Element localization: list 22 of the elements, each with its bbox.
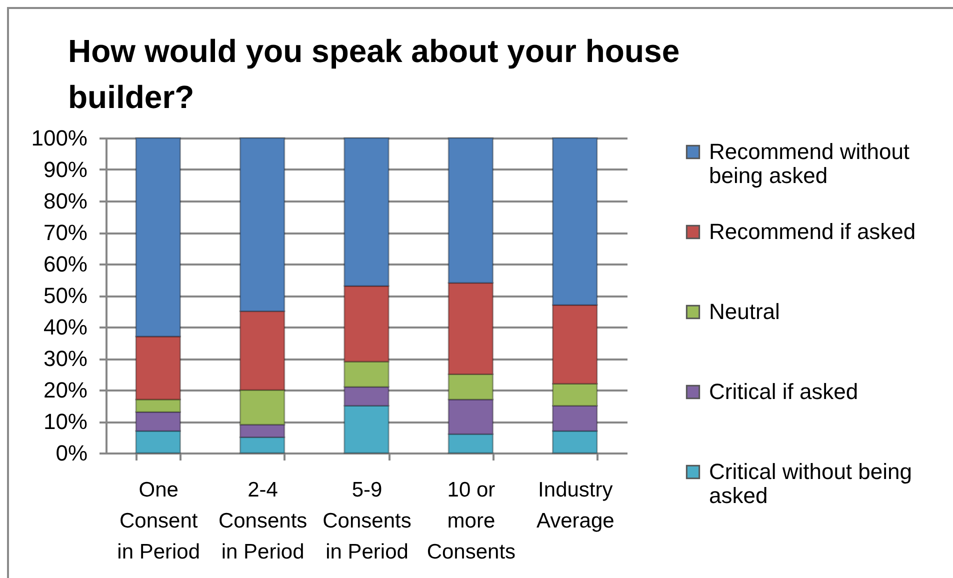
legend-label: Neutral bbox=[709, 299, 780, 324]
y-tick-label: 70% bbox=[43, 220, 88, 245]
y-tick-label: 60% bbox=[43, 252, 88, 276]
legend-label: Recommend if asked bbox=[709, 219, 916, 244]
x-tick-label: 5-9 Consents in Period bbox=[322, 478, 412, 564]
legend-label: Critical if asked bbox=[709, 379, 858, 404]
y-tick-label: 30% bbox=[43, 346, 88, 371]
y-tick-label: 100% bbox=[31, 126, 88, 150]
legend-label: Recommend without being asked bbox=[709, 139, 910, 188]
y-tick-label: 0% bbox=[56, 440, 88, 466]
legend-label: Critical without being asked bbox=[709, 459, 912, 508]
y-tick-label: 10% bbox=[43, 409, 88, 434]
y-tick-label: 90% bbox=[43, 157, 88, 182]
y-tick-label: 50% bbox=[43, 283, 88, 308]
x-tick-label: 10 or more Consents bbox=[426, 478, 516, 564]
y-tick-label: 40% bbox=[43, 314, 88, 340]
x-tick-label: One Consent in Period bbox=[117, 478, 200, 564]
y-tick-label: 20% bbox=[43, 378, 88, 402]
x-tick-label: Industry Average bbox=[536, 478, 614, 532]
chart-title: How would you speak about your house builder? bbox=[68, 33, 680, 115]
x-tick-label: 2-4 Consents in Period bbox=[218, 478, 308, 564]
y-tick-label: 80% bbox=[43, 188, 88, 214]
